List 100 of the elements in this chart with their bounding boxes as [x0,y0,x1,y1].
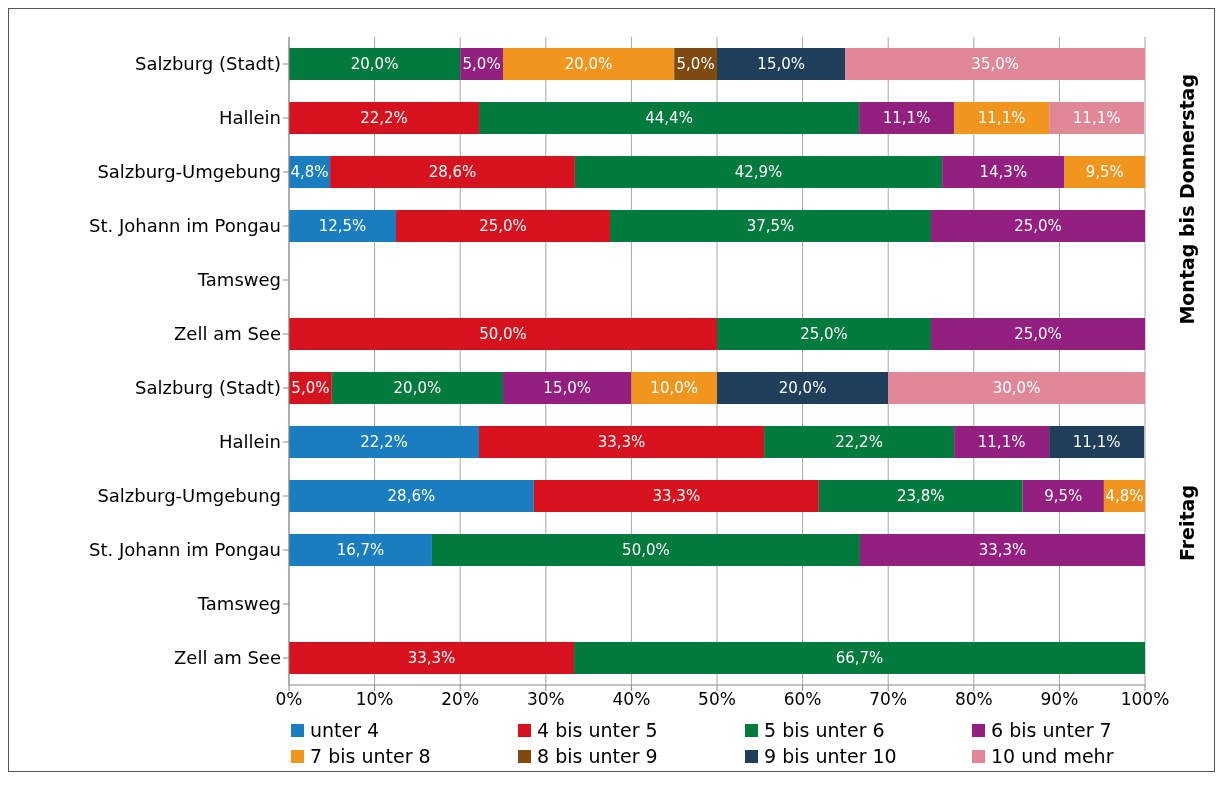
bar [479,102,860,134]
data-label: 12,5% [318,217,367,236]
legend-label: 7 bis unter 8 [310,745,431,767]
data-label: 11,1% [977,433,1026,452]
bar [574,642,1145,674]
x-tick-label: 0% [275,689,303,710]
data-label: 11,1% [977,109,1026,128]
bar [931,318,1145,350]
bar [845,48,1145,80]
data-label: 22,2% [835,433,883,452]
data-label: 20,0% [350,55,399,74]
data-label: 28,6% [387,487,436,506]
data-label: 25,0% [1014,217,1062,236]
legend-label: 9 bis unter 10 [764,745,897,767]
y-tick-label: Zell am See [174,323,281,345]
bar [1049,426,1145,458]
data-label: 25,0% [1014,325,1062,344]
data-label: 33,3% [407,649,456,668]
data-label: 11,1% [1072,433,1121,452]
data-label: 37,5% [746,217,795,236]
x-tick-label: 90% [1040,689,1079,710]
bar [503,372,632,404]
data-label: 20,0% [564,55,613,74]
data-label: 5,0% [676,55,715,74]
data-label: 4,8% [1105,487,1144,506]
data-label: 20,0% [393,379,442,398]
data-label: 9,5% [1044,487,1083,506]
bar [289,318,717,350]
legend-label: 8 bis unter 9 [537,745,658,767]
y-tick-label: Zell am See [174,647,281,669]
data-label: 16,7% [336,541,385,560]
bar [888,372,1145,404]
data-label: 22,2% [360,109,408,128]
bar [942,156,1065,188]
bar [330,156,575,188]
data-label: 14,3% [979,163,1028,182]
bar [859,534,1145,566]
bar [289,210,396,242]
data-label: 15,0% [543,379,592,398]
data-label: 33,3% [652,487,701,506]
bar [610,210,931,242]
data-label: 15,0% [757,55,806,74]
x-tick-label: 40% [612,689,651,710]
data-label: 23,8% [896,487,945,506]
data-label: 50,0% [622,541,670,560]
text: Montag bis Donnerstag [1176,73,1198,325]
data-label: 28,6% [428,163,477,182]
bar [533,480,819,512]
data-label: 50,0% [479,325,527,344]
data-label: 44,4% [645,109,693,128]
x-tick-label: 80% [954,689,993,710]
data-label: 33,3% [978,541,1027,560]
bar [331,372,503,404]
bar [574,156,943,188]
data-label: 35,0% [971,55,1020,74]
x-tick-label: 100% [1120,689,1170,710]
legend-label: 6 bis unter 7 [991,719,1112,741]
data-label: 20,0% [778,379,827,398]
bar [954,102,1050,134]
legend-label: 10 und mehr [991,745,1114,767]
data-label: 4,8% [290,163,329,182]
x-tick-label: 10% [355,689,394,710]
bar [289,48,461,80]
data-label: 11,1% [1072,109,1121,128]
data-label: 10,0% [650,379,699,398]
y-tick-label: Hallein [218,107,281,129]
bar [431,534,860,566]
data-label: 25,0% [479,217,527,236]
bar [396,210,610,242]
y-tick-label: Hallein [218,431,281,453]
y-tick-label: Tamsweg [196,269,281,291]
bar [1022,480,1104,512]
bar [1049,102,1145,134]
bar [289,102,480,134]
bar [289,426,480,458]
x-tick-label: 30% [526,689,565,710]
bar [631,372,717,404]
y-tick-label: Tamsweg [196,593,281,615]
legend-label: 4 bis unter 5 [537,719,658,741]
bar [764,426,955,458]
bar [859,102,955,134]
bar [289,480,534,512]
bar [717,372,889,404]
y-tick-label: St. Johann im Pongau [89,215,281,237]
bar [479,426,765,458]
bar [818,480,1023,512]
legend-label: 5 bis unter 6 [764,719,885,741]
y-tick-label: Salzburg (Stadt) [134,377,281,399]
y-tick-label: Salzburg-Umgebung [97,485,281,507]
bar [1064,156,1145,188]
x-tick-label: 60% [783,689,822,710]
legend-label: unter 4 [310,719,380,741]
data-label: 11,1% [882,109,931,128]
bar [717,318,931,350]
bar [503,48,675,80]
y-tick-label: Salzburg-Umgebung [97,161,281,183]
data-label: 5,0% [462,55,501,74]
bar [931,210,1145,242]
bar [717,48,846,80]
y-tick-label: St. Johann im Pongau [89,539,281,561]
